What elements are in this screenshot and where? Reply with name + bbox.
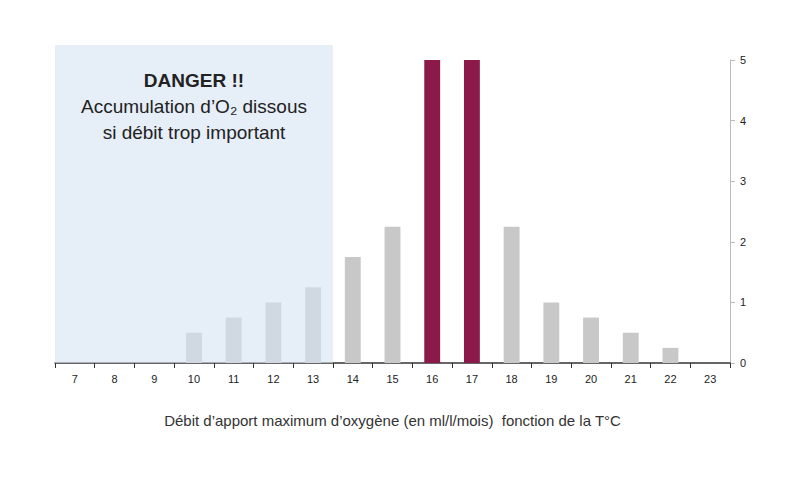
svg-text:10: 10: [188, 373, 200, 385]
svg-text:DANGER !!: DANGER !!: [144, 70, 244, 91]
svg-text:14: 14: [347, 373, 359, 385]
svg-text:Accumulation d’O₂ dissous: Accumulation d’O₂ dissous: [81, 96, 307, 117]
svg-text:16: 16: [426, 373, 438, 385]
svg-text:0: 0: [740, 357, 746, 369]
svg-text:2: 2: [740, 236, 746, 248]
svg-text:si débit trop important: si débit trop important: [103, 122, 286, 143]
svg-text:5: 5: [740, 54, 746, 66]
svg-text:18: 18: [505, 373, 517, 385]
svg-text:13: 13: [307, 373, 319, 385]
svg-text:7: 7: [72, 373, 78, 385]
svg-text:3: 3: [740, 175, 746, 187]
svg-text:11: 11: [228, 373, 239, 385]
svg-text:9: 9: [151, 373, 157, 385]
svg-text:21: 21: [625, 373, 637, 385]
svg-text:15: 15: [386, 373, 398, 385]
svg-text:12: 12: [267, 373, 279, 385]
svg-text:Débit d’apport maximum d’oxygè: Débit d’apport maximum d’oxygène (en ml/…: [164, 412, 621, 429]
svg-text:23: 23: [704, 373, 716, 385]
svg-text:22: 22: [664, 373, 676, 385]
svg-text:1: 1: [740, 296, 746, 308]
svg-text:17: 17: [466, 373, 478, 385]
svg-text:8: 8: [111, 373, 117, 385]
svg-text:19: 19: [545, 373, 557, 385]
svg-text:20: 20: [585, 373, 597, 385]
svg-text:4: 4: [740, 115, 746, 127]
